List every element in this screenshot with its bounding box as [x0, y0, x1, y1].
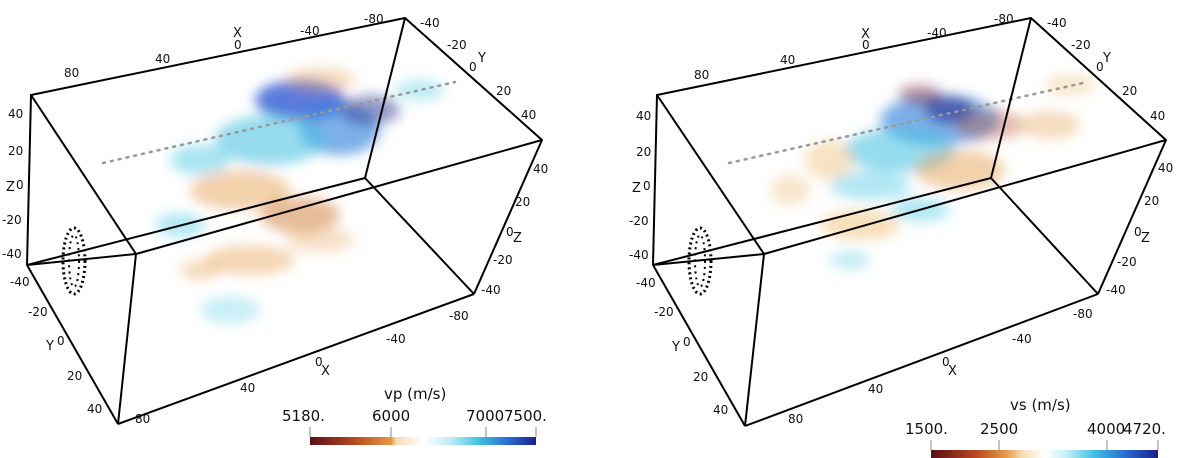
- right-z-tick: -20: [1117, 255, 1137, 269]
- top-y-tick: -40: [1047, 16, 1067, 30]
- left-z-tick: 0: [643, 179, 651, 193]
- bottom-x-tick: 80: [788, 412, 803, 426]
- top-y-tick: -40: [420, 16, 440, 30]
- top-x-tick: 40: [155, 52, 170, 66]
- colorbar-tick: 1500.: [905, 420, 948, 438]
- source-ring-icon: [61, 226, 87, 296]
- bottom-x-tick: 40: [240, 381, 255, 395]
- colorbar-vp: vp (m/s) 5180. 6000 7000 7500.: [282, 385, 547, 445]
- left-y-tick: 20: [67, 369, 82, 383]
- left-y-tick: -20: [654, 305, 674, 319]
- top-x-tick: -40: [927, 26, 947, 40]
- right-z-tick: 0: [1134, 225, 1142, 239]
- bottom-x-tick: -80: [449, 309, 469, 323]
- bottom-x-tick: -40: [386, 332, 406, 346]
- top-x-tick: -80: [994, 12, 1014, 26]
- right-z-tick: -40: [481, 283, 501, 297]
- left-z-tick: -20: [2, 213, 22, 227]
- source-ring-icon: [687, 226, 713, 296]
- volume-render-vp: [155, 68, 445, 324]
- left-y-tick: -40: [636, 276, 656, 290]
- top-y-axis-letter: Y: [1102, 51, 1111, 66]
- bounding-box: [26, 17, 543, 425]
- left-y-tick: 0: [683, 335, 691, 349]
- colorbar-tick: 4720.: [1123, 420, 1166, 438]
- panel-left: 80 40 0 X -40 -80 -40 -20 0 Y 20 40 40 2…: [2, 12, 548, 445]
- left-y-tick: -40: [10, 275, 30, 289]
- top-x-tick: -80: [364, 12, 384, 26]
- left-z-axis-letter: Z: [632, 181, 641, 196]
- bottom-x-tick: -40: [1012, 332, 1032, 346]
- top-x-axis-letter: X: [861, 27, 870, 42]
- left-z-tick: 40: [636, 109, 651, 123]
- right-z-axis-letter: Z: [1141, 231, 1150, 246]
- top-y-tick: 40: [521, 108, 536, 122]
- top-x-tick: 80: [64, 66, 79, 80]
- right-z-tick: 0: [506, 225, 514, 239]
- left-y-axis-letter: Y: [671, 340, 680, 355]
- colorbar-vs: vs (m/s) 1500. 2500 4000 4720.: [905, 396, 1166, 458]
- top-y-tick: 40: [1150, 109, 1165, 123]
- right-z-axis-letter: Z: [513, 231, 522, 246]
- left-y-tick: 40: [87, 402, 102, 416]
- left-y-tick: 20: [693, 370, 708, 384]
- left-z-tick: -40: [2, 247, 22, 261]
- right-z-tick: 40: [533, 162, 548, 176]
- top-y-tick: 20: [496, 84, 511, 98]
- top-y-tick: 20: [1122, 84, 1137, 98]
- top-y-tick: 0: [1096, 60, 1104, 74]
- colorbar-tick: 7500.: [504, 407, 547, 425]
- right-z-tick: -20: [493, 253, 513, 267]
- right-z-tick: 40: [1158, 161, 1173, 175]
- left-z-tick: -40: [629, 248, 649, 262]
- top-x-tick: 0: [234, 38, 242, 52]
- colorbar-tick: 6000: [372, 407, 410, 425]
- colorbar-title: vs (m/s): [1010, 396, 1071, 414]
- left-z-tick: 40: [8, 107, 23, 121]
- left-z-tick: 20: [636, 145, 651, 159]
- left-z-tick: 0: [16, 178, 24, 192]
- top-x-tick: -40: [300, 24, 320, 38]
- bottom-x-axis-letter: X: [321, 364, 330, 379]
- colorbar-tick: 2500: [980, 420, 1018, 438]
- left-y-axis-letter: Y: [45, 339, 54, 354]
- left-y-tick: -20: [28, 305, 48, 319]
- bottom-x-tick: 0: [942, 355, 950, 369]
- top-x-tick: 0: [862, 38, 870, 52]
- colorbar-title: vp (m/s): [384, 385, 446, 403]
- left-y-tick: 40: [713, 403, 728, 417]
- right-z-tick: -40: [1106, 283, 1126, 297]
- left-y-tick: 0: [57, 334, 65, 348]
- colorbar-tick: 7000: [466, 407, 504, 425]
- bottom-x-tick: 80: [135, 412, 150, 426]
- top-y-tick: -20: [1071, 38, 1091, 52]
- right-z-tick: 20: [515, 195, 530, 209]
- colorbar-ramp: [931, 450, 1158, 458]
- bottom-x-tick: 40: [868, 382, 883, 396]
- colorbar-tick: 5180.: [282, 407, 325, 425]
- bottom-x-tick: -80: [1073, 307, 1093, 321]
- top-x-axis-letter: X: [233, 26, 242, 41]
- left-z-tick: -20: [629, 214, 649, 228]
- bottom-x-tick: 0: [315, 355, 323, 369]
- panel-right: 80 40 0 X -40 -80 -40 -20 0 Y 20 40 40 2…: [629, 12, 1173, 458]
- left-z-tick: 20: [8, 144, 23, 158]
- colorbar-tick: 4000: [1087, 420, 1125, 438]
- colorbar-ramp: [310, 437, 536, 445]
- right-z-tick: 20: [1144, 194, 1159, 208]
- top-y-tick: 0: [469, 60, 477, 74]
- volume-render-vs: [770, 75, 1095, 270]
- top-x-tick: 40: [780, 53, 795, 67]
- top-y-tick: -20: [447, 38, 467, 52]
- top-y-axis-letter: Y: [477, 51, 486, 66]
- bottom-x-axis-letter: X: [948, 364, 957, 379]
- bounding-box: [652, 17, 1167, 427]
- left-z-axis-letter: Z: [6, 180, 15, 195]
- top-x-tick: 80: [694, 68, 709, 82]
